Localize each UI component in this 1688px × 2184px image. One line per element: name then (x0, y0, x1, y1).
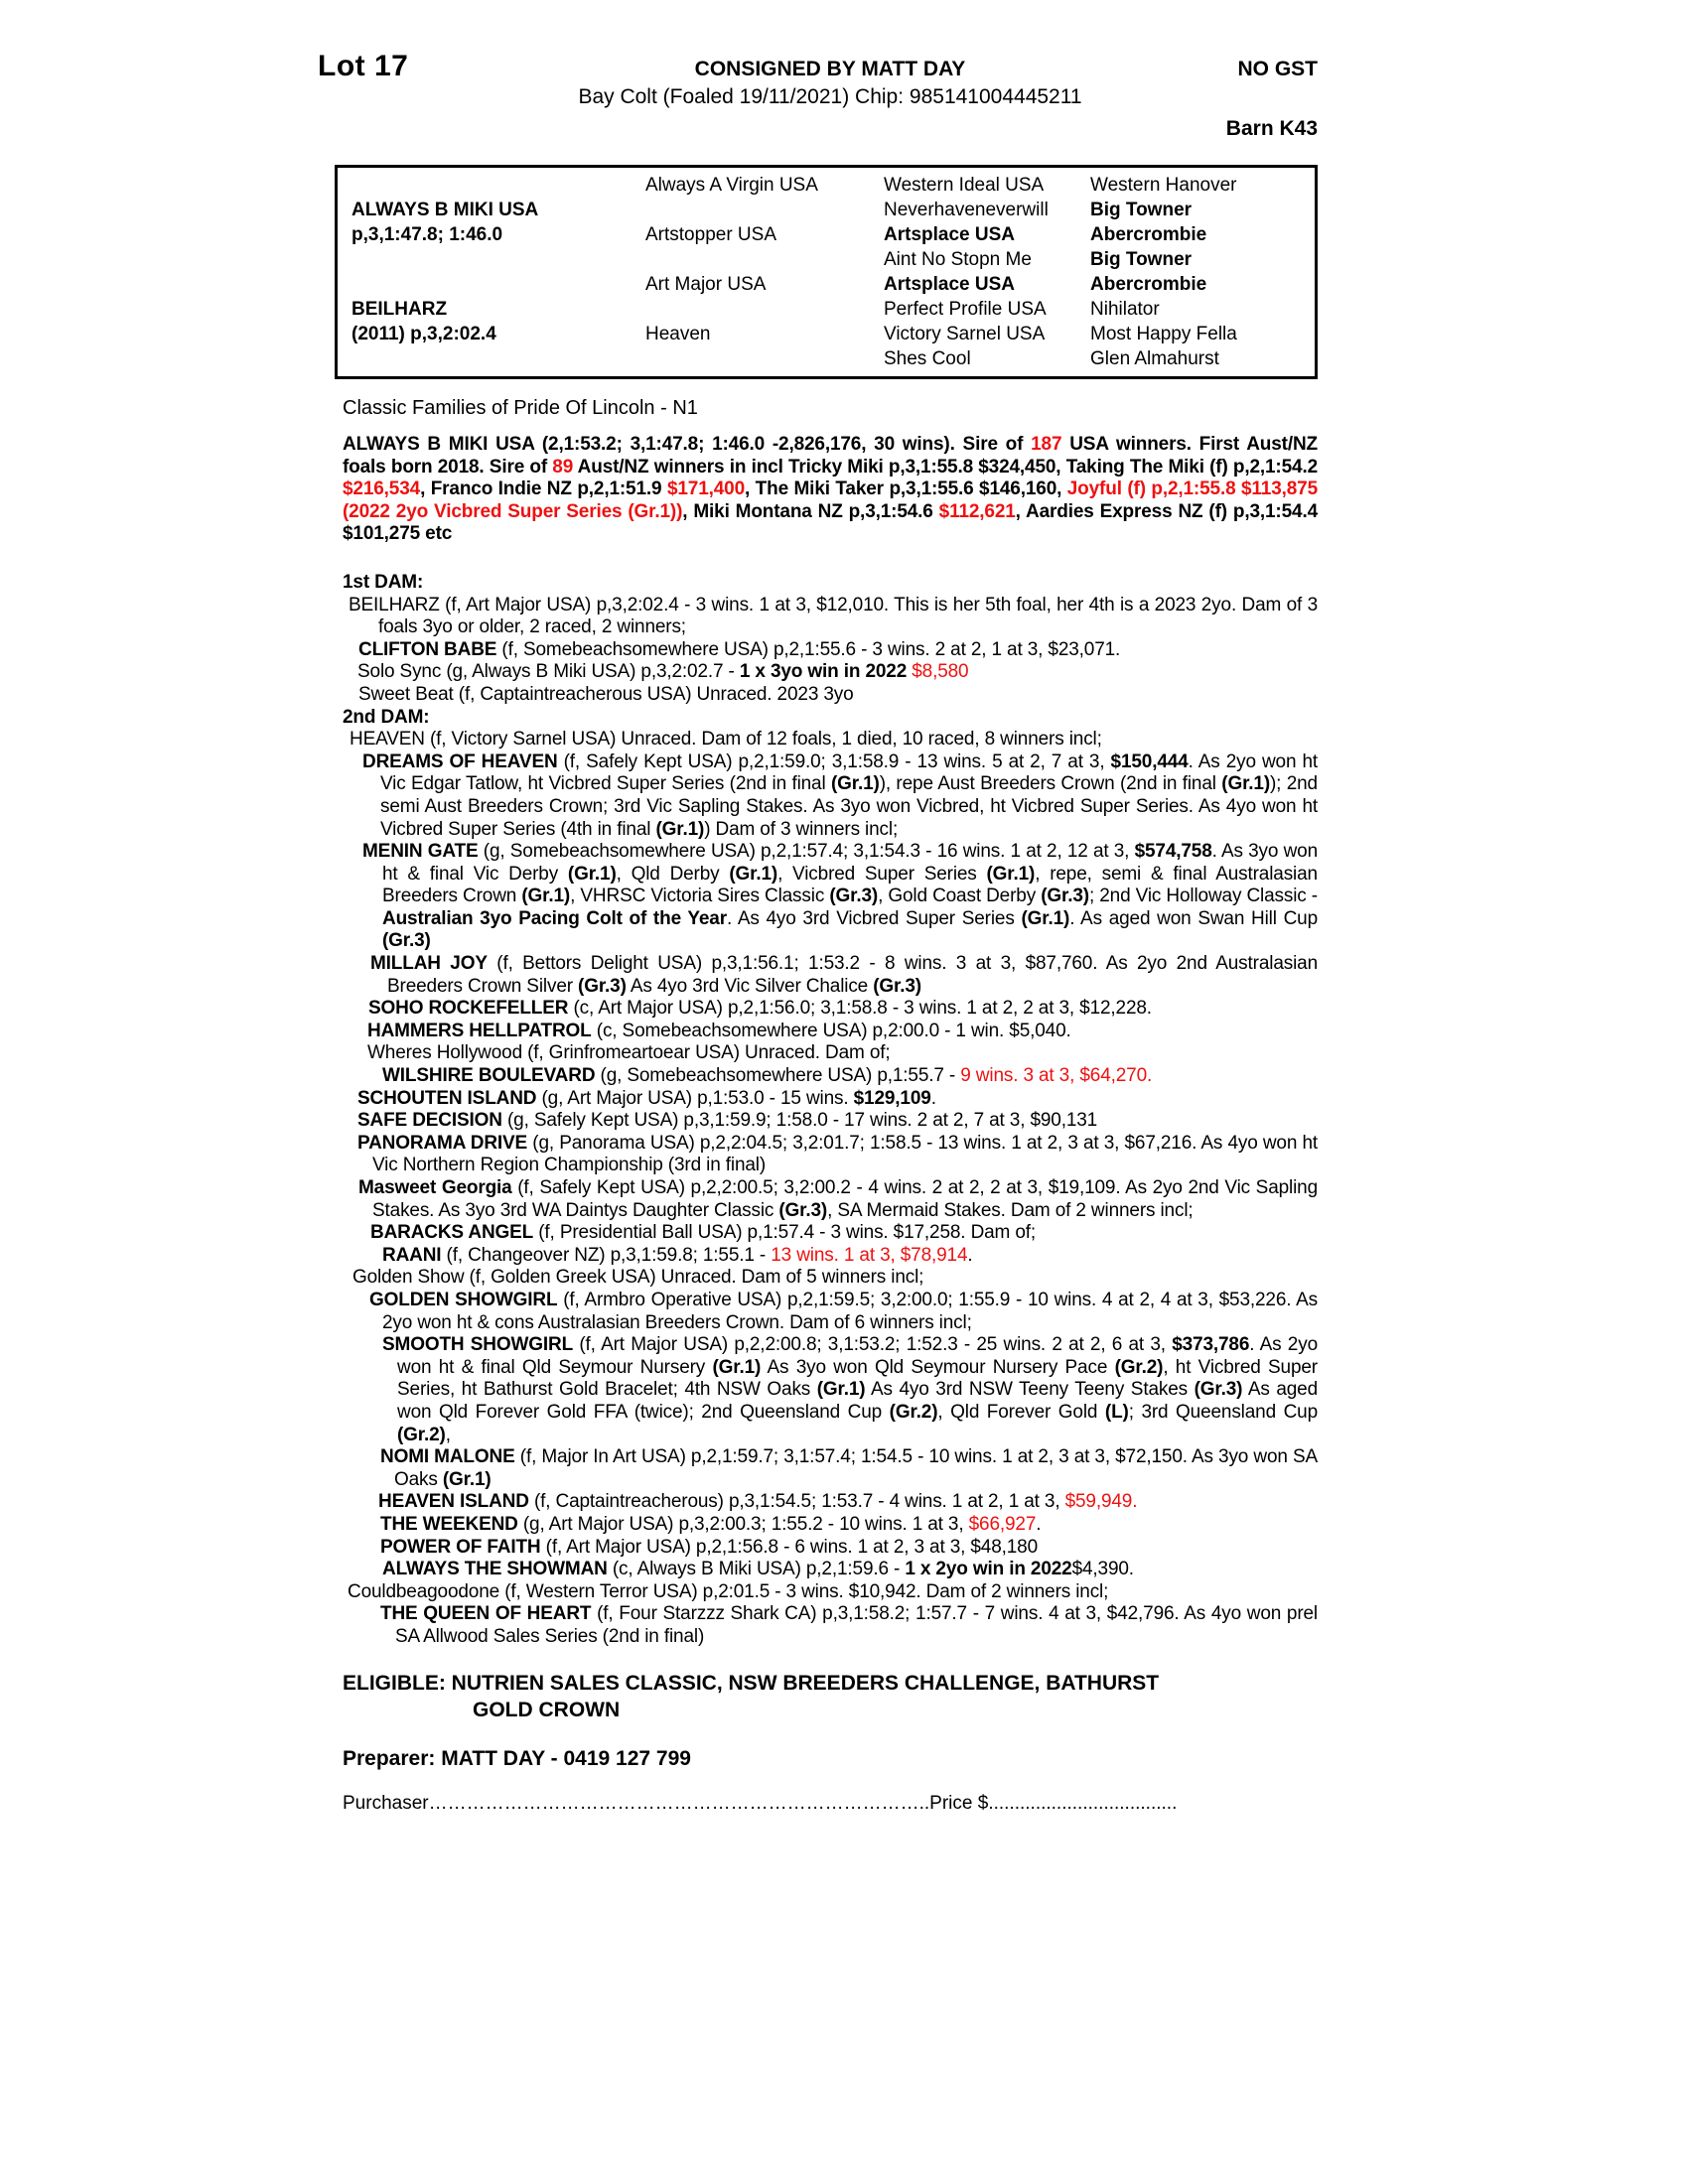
paragraph-solo-sync: Solo Sync (g, Always B Miki USA) p,3,2:0… (357, 661, 969, 683)
second-dam-heading: 2nd DAM: (343, 706, 430, 728)
pedigree-cell: Aint No Stopn Me (884, 249, 1032, 270)
paragraph-couldbeagoodone: Couldbeagoodone (f, Western Terror USA) … (348, 1580, 1109, 1602)
pedigree-cell (338, 346, 645, 371)
pedigree-cell: Most Happy Fella (1090, 324, 1237, 344)
consigned-title: CONSIGNED BY MATT DAY (694, 58, 966, 80)
paragraph-wilshire-boulevard: WILSHIRE BOULEVARD (g, Somebeachsomewher… (382, 1065, 1153, 1087)
barn-label: Barn K43 (1225, 117, 1318, 140)
pedigree-cell (338, 247, 645, 272)
paragraph-hammers-hellpatrol: HAMMERS HELLPATROL (c, Somebeachsomewher… (367, 1020, 1071, 1041)
pedigree-cell: Heaven (645, 324, 711, 344)
pedigree-cell: Perfect Profile USA (884, 299, 1047, 320)
pedigree-cell: Shes Cool (884, 348, 971, 369)
no-gst-label: NO GST (1237, 58, 1318, 80)
pedigree-cell (338, 173, 645, 198)
pedigree-cell: Abercrombie (1090, 274, 1207, 295)
paragraph-masweet-georgia: Masweet Georgia (f, Safely Kept USA) p,2… (358, 1177, 1319, 1221)
paragraph-soho-rockefeller: SOHO ROCKEFELLER (c, Art Major USA) p,2,… (368, 998, 1152, 1020)
pedigree-cell (645, 346, 884, 371)
purchaser-price-line: Purchaser……………………………………………………………………..Pri… (343, 1793, 1178, 1815)
pedigree-cell: Glen Almahurst (1090, 348, 1219, 369)
paragraph-always-the-showman: ALWAYS THE SHOWMAN (c, Always B Miki USA… (382, 1559, 1134, 1580)
paragraph-dreams-of-heaven: DREAMS OF HEAVEN (f, Safely Kept USA) p,… (362, 751, 1318, 840)
classic-families-line: Classic Families of Pride Of Lincoln - N… (343, 397, 698, 419)
paragraph-menin-gate: MENIN GATE (g, Somebeachsomewhere USA) p… (362, 841, 1318, 952)
pedigree-row: BEILHARZ Perfect Profile USA Nihilator (338, 297, 1315, 322)
pedigree-row: Always A Virgin USA Western Ideal USA We… (338, 173, 1315, 198)
pedigree-table: Always A Virgin USA Western Ideal USA We… (335, 165, 1318, 379)
paragraph-heaven: HEAVEN (f, Victory Sarnel USA) Unraced. … (350, 729, 1102, 751)
pedigree-row: ALWAYS B MIKI USA Neverhaveneverwill Big… (338, 198, 1315, 222)
paragraph-sweet-beat: Sweet Beat (f, Captaintreacherous USA) U… (358, 683, 854, 705)
pedigree-cell (645, 198, 884, 222)
pedigree-cell: Abercrombie (1090, 224, 1207, 245)
preparer-line: Preparer: MATT DAY - 0419 127 799 (343, 1747, 691, 1771)
pedigree-cell: Art Major USA (645, 274, 767, 295)
paragraph-queen-of-heart: THE QUEEN OF HEART (f, Four Starzzz Shar… (380, 1603, 1319, 1647)
paragraph-heaven-island: HEAVEN ISLAND (f, Captaintreacherous) p,… (378, 1491, 1138, 1513)
pedigree-cell: Nihilator (1090, 299, 1160, 320)
pedigree-cell: Neverhaveneverwill (884, 200, 1049, 220)
pedigree-cell: Western Ideal USA (884, 175, 1045, 196)
paragraph-power-of-faith: POWER OF FAITH (f, Art Major USA) p,2,1:… (380, 1536, 1039, 1558)
paragraph-millah-joy: MILLAH JOY (f, Bettors Delight USA) p,3,… (370, 953, 1318, 997)
paragraph-beilharz: BEILHARZ (f, Art Major USA) p,3,2:02.4 -… (349, 594, 1318, 638)
pedigree-cell-dam-name: BEILHARZ (352, 299, 448, 320)
eligibility-statement: ELIGIBLE: NUTRIEN SALES CLASSIC, NSW BRE… (343, 1670, 1318, 1723)
pedigree-row: (2011) p,3,2:02.4 Heaven Victory Sarnel … (338, 322, 1315, 346)
pedigree-row: Art Major USA Artsplace USA Abercrombie (338, 272, 1315, 297)
paragraph-safe-decision: SAFE DECISION (g, Safely Kept USA) p,3,1… (357, 1110, 1098, 1132)
pedigree-cell-dam-record: (2011) p,3,2:02.4 (352, 324, 496, 344)
pedigree-cell: Artsplace USA (884, 274, 1015, 295)
paragraph-panorama-drive: PANORAMA DRIVE (g, Panorama USA) p,2,2:0… (357, 1132, 1319, 1176)
page-content: Lot 17 CONSIGNED BY MATT DAY NO GST Bay … (318, 50, 1319, 1815)
pedigree-cell: Artstopper USA (645, 224, 776, 245)
paragraph-raani: RAANI (f, Changeover NZ) p,3,1:59.8; 1:5… (382, 1244, 973, 1266)
sire-summary-paragraph: ALWAYS B MIKI USA (2,1:53.2; 3,1:47.8; 1… (343, 434, 1319, 545)
paragraph-golden-show: Golden Show (f, Golden Greek USA) Unrace… (352, 1267, 924, 1289)
horse-description: Bay Colt (Foaled 19/11/2021) Chip: 98514… (578, 85, 1082, 108)
paragraph-nomi-malone: NOMI MALONE (f, Major In Art USA) p,2,1:… (380, 1446, 1319, 1490)
lot-number: Lot 17 (318, 50, 409, 82)
paragraph-wheres-hollywood: Wheres Hollywood (f, Grinfromeartoear US… (367, 1042, 891, 1064)
paragraph-clifton-babe: CLIFTON BABE (f, Somebeachsomewhere USA)… (358, 638, 1121, 660)
paragraph-the-weekend: THE WEEKEND (g, Art Major USA) p,3,2:00.… (380, 1513, 1042, 1535)
paragraph-golden-showgirl: GOLDEN SHOWGIRL (f, Armbro Operative USA… (369, 1289, 1318, 1333)
pedigree-cell (338, 272, 645, 297)
pedigree-row: Shes Cool Glen Almahurst (338, 346, 1315, 371)
pedigree-row: p,3,1:47.8; 1:46.0 Artstopper USA Artspl… (338, 222, 1315, 247)
header-row: Lot 17 CONSIGNED BY MATT DAY NO GST (318, 50, 1318, 83)
pedigree-cell: Artsplace USA (884, 224, 1015, 245)
paragraph-smooth-showgirl: SMOOTH SHOWGIRL (f, Art Major USA) p,2,2… (382, 1334, 1319, 1445)
first-dam-heading: 1st DAM: (343, 571, 424, 593)
pedigree-row: Aint No Stopn Me Big Towner (338, 247, 1315, 272)
eligibility-line1: ELIGIBLE: NUTRIEN SALES CLASSIC, NSW BRE… (343, 1672, 1160, 1696)
pedigree-cell: Big Towner (1090, 200, 1193, 220)
paragraph-baracks-angel: BARACKS ANGEL (f, Presidential Ball USA)… (370, 1222, 1037, 1244)
pedigree-cell: Always A Virgin USA (645, 175, 818, 196)
pedigree-cell: Western Hanover (1090, 175, 1237, 196)
pedigree-cell-sire-name: ALWAYS B MIKI USA (352, 200, 539, 220)
eligibility-line2: GOLD CROWN (473, 1699, 621, 1722)
pedigree-cell: Big Towner (1090, 249, 1193, 270)
pedigree-cell-sire-record: p,3,1:47.8; 1:46.0 (352, 224, 503, 245)
paragraph-schouten-island: SCHOUTEN ISLAND (g, Art Major USA) p,1:5… (357, 1087, 936, 1109)
pedigree-cell: Victory Sarnel USA (884, 324, 1046, 344)
pedigree-cell (645, 247, 884, 272)
pedigree-cell (645, 297, 884, 322)
